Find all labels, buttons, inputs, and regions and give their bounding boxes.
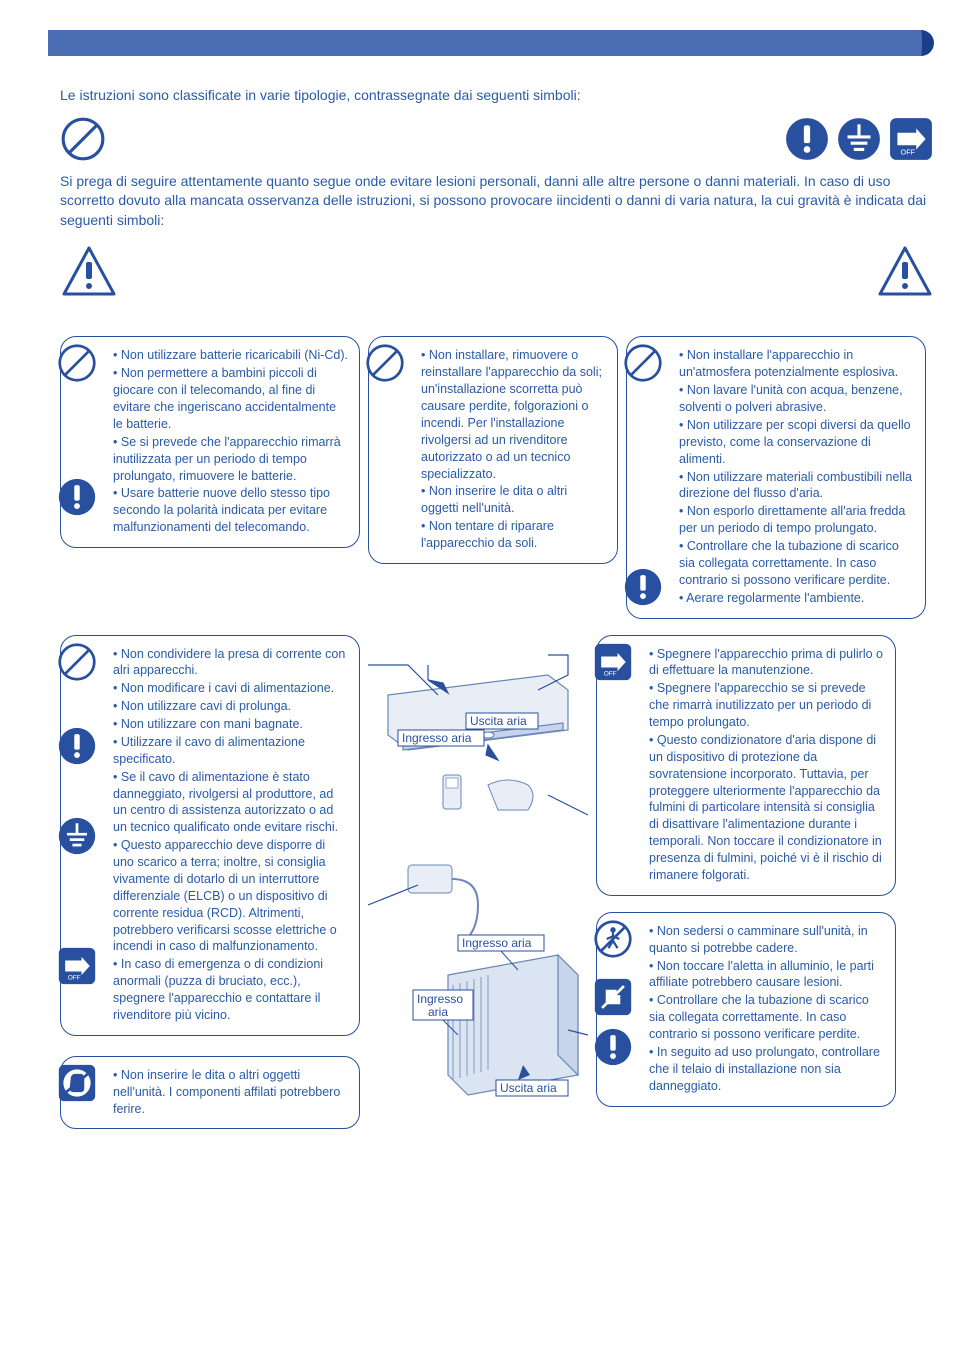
prohibit-icon [623,343,663,383]
must-do-icon [784,116,830,162]
no-step-icon [593,919,633,959]
list-item: Questo apparecchio deve disporre di uno … [113,837,349,955]
remote-control-block: Non utilizzare batterie ricaricabili (Ni… [60,336,360,548]
list-item: Non toccare l'aletta in alluminio, le pa… [649,958,885,992]
maintenance-block: Spegnere l'apparecchio prima di pulirlo … [596,635,896,896]
power-supply-block: Non condividere la presa di corrente con… [60,635,360,1036]
list-item: Spegnere l'apparecchio prima di pulirlo … [649,646,885,680]
list-item: Non permettere a bambini piccoli di gioc… [113,365,349,433]
list-item: Non lavare l'unità con acqua, benzene, s… [679,382,915,416]
list-item: Non inserire le dita o altri oggetti nel… [113,1067,349,1118]
must-do-icon [593,1027,633,1067]
power-supply-list: Non condividere la presa di corrente con… [113,646,349,1024]
list-item: Non utilizzare materiali combustibili ne… [679,469,915,503]
icon-legend-row [60,116,934,162]
list-item: Non installare, rimuovere o reinstallare… [421,347,607,482]
caution-triangle-icon [876,244,934,296]
lower-columns: Non condividere la presa di corrente con… [60,635,934,1160]
environment-block: Non installare l'apparecchio in un'atmos… [626,336,926,618]
prohibit-icon [57,343,97,383]
warning-triangle-icon [60,244,118,296]
installation-block: Non installare, rimuovere o reinstallare… [368,336,618,564]
environment-list: Non installare l'apparecchio in un'atmos… [679,347,915,606]
no-touch-icon [593,977,633,1017]
label-uscita-1: Uscita aria [470,714,527,728]
intro-paragraph: Si prega di seguire attentamente quanto … [60,172,934,231]
list-item: Non utilizzare batterie ricaricabili (Ni… [113,347,349,364]
list-item: Non inserire le dita o altri oggetti nel… [421,483,607,517]
list-item: Utilizzare il cavo di alimentazione spec… [113,734,349,768]
power-off-icon [57,946,97,986]
list-item: Non condividere la presa di corrente con… [113,646,349,680]
power-off-icon [888,116,934,162]
list-item: Se si prevede che l'apparecchio rimarrà … [113,434,349,485]
list-item: Non modificare i cavi di alimentazione. [113,680,349,697]
list-item: Non utilizzare cavi di prolunga. [113,698,349,715]
list-item: Non esporlo direttamente all'aria fredda… [679,503,915,537]
upper-columns: Non utilizzare batterie ricaricabili (Ni… [60,336,934,634]
installation-list: Non installare, rimuovere o reinstallare… [421,347,607,552]
label-ingresso-1: Ingresso aria [402,731,472,745]
ground-icon [836,116,882,162]
unit-diagram: Uscita aria Ingresso aria Ingresso aria … [368,635,588,1160]
remote-control-list: Non utilizzare batterie ricaricabili (Ni… [113,347,349,536]
list-item: Aerare regolarmente l'ambiente. [679,590,915,607]
must-do-icon [623,567,663,607]
must-do-icon [57,726,97,766]
label-uscita-2: Uscita aria [500,1081,557,1095]
label-ingresso-3-b: aria [428,1005,448,1019]
list-item: Usare batterie nuove dello stesso tipo s… [113,485,349,536]
label-ingresso-2: Ingresso aria [462,936,532,950]
list-item: Questo condizionatore d'aria dispone di … [649,732,885,884]
outdoor-unit-block: Non sedersi o camminare sull'unità, in q… [596,912,896,1107]
list-item: Non utilizzare per scopi diversi da quel… [679,417,915,468]
list-item: Non utilizzare con mani bagnate. [113,716,349,733]
list-item: Non sedersi o camminare sull'unità, in q… [649,923,885,957]
list-item: Non tentare di riparare l'apparecchio da… [421,518,607,552]
no-fingers-list: Non inserire le dita o altri oggetti nel… [113,1067,349,1118]
must-do-icon [57,477,97,517]
list-item: In caso di emergenza o di condizioni ano… [113,956,349,1024]
ground-icon [57,816,97,856]
list-item: Spegnere l'apparecchio se si prevede che… [649,680,885,731]
no-fingers-block: Non inserire le dita o altri oggetti nel… [60,1056,360,1130]
warning-triangle-row [60,244,934,296]
list-item: Non installare l'apparecchio in un'atmos… [679,347,915,381]
power-off-icon [593,642,633,682]
headline: Le istruzioni sono classificate in varie… [60,86,934,106]
header-bar [48,30,934,56]
list-item: Controllare che la tubazione di scarico … [649,992,885,1043]
list-item: In seguito ad uso prolungato, controllar… [649,1044,885,1095]
prohibit-icon [365,343,405,383]
prohibit-icon [60,116,106,162]
list-item: Controllare che la tubazione di scarico … [679,538,915,589]
outdoor-unit-list: Non sedersi o camminare sull'unità, in q… [649,923,885,1095]
list-item: Se il cavo di alimentazione è stato dann… [113,769,349,837]
prohibit-icon [57,642,97,682]
maintenance-list: Spegnere l'apparecchio prima di pulirlo … [649,646,885,884]
no-fingers-icon [57,1063,97,1103]
label-ingresso-3-a: Ingresso [417,992,463,1006]
